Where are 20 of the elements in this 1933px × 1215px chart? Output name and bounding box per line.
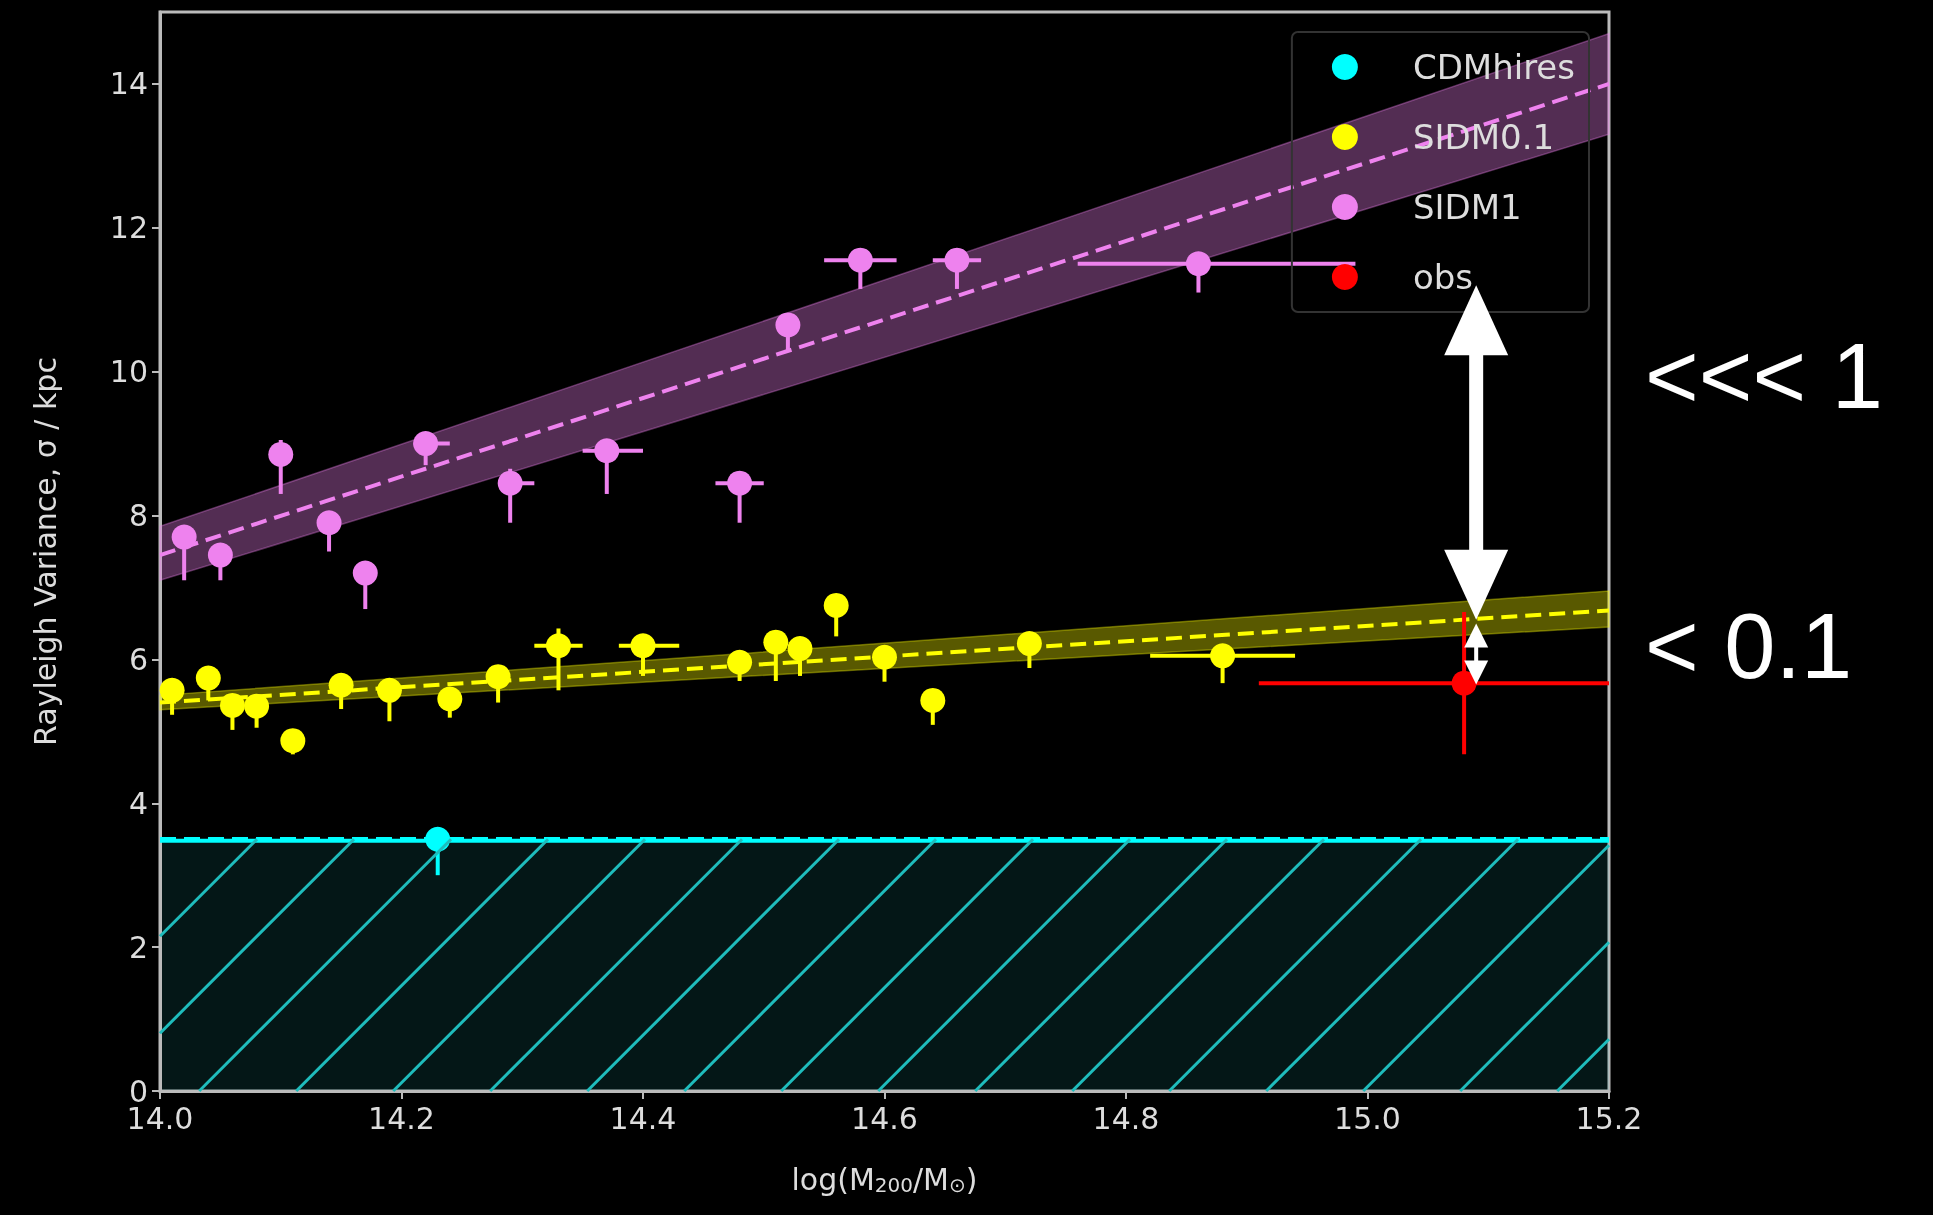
x-tick-label: 14.4 — [609, 1100, 677, 1136]
y-tick-label: 12 — [109, 210, 148, 246]
x-tick-label: 14.2 — [368, 1100, 435, 1136]
y-axis-title: Rayleigh Variance, σ / kpc — [27, 357, 63, 746]
y-tick-label: 4 — [128, 785, 148, 821]
x-tick-label: 14.8 — [1092, 1100, 1160, 1136]
x-tick-label: 15.0 — [1334, 1100, 1401, 1136]
legend-label: CDMhires — [1412, 47, 1576, 87]
text: <<< 1 — [1645, 325, 1883, 427]
y-tick-label: 14 — [109, 66, 148, 102]
legend-label: SIDM1 — [1412, 187, 1522, 227]
text: < 0.1 — [1645, 595, 1853, 697]
y-tick-label: 10 — [109, 354, 148, 390]
x-tick-label: 14.6 — [851, 1100, 918, 1136]
y-tick-label: 2 — [128, 929, 148, 965]
y-tick-label: 8 — [128, 498, 148, 534]
x-tick-label: 15.2 — [1575, 1100, 1643, 1136]
x-axis-title: log(M200/M⊙) — [791, 1161, 978, 1197]
y-tick-label: 6 — [128, 641, 148, 677]
legend-label: obs — [1412, 257, 1473, 297]
